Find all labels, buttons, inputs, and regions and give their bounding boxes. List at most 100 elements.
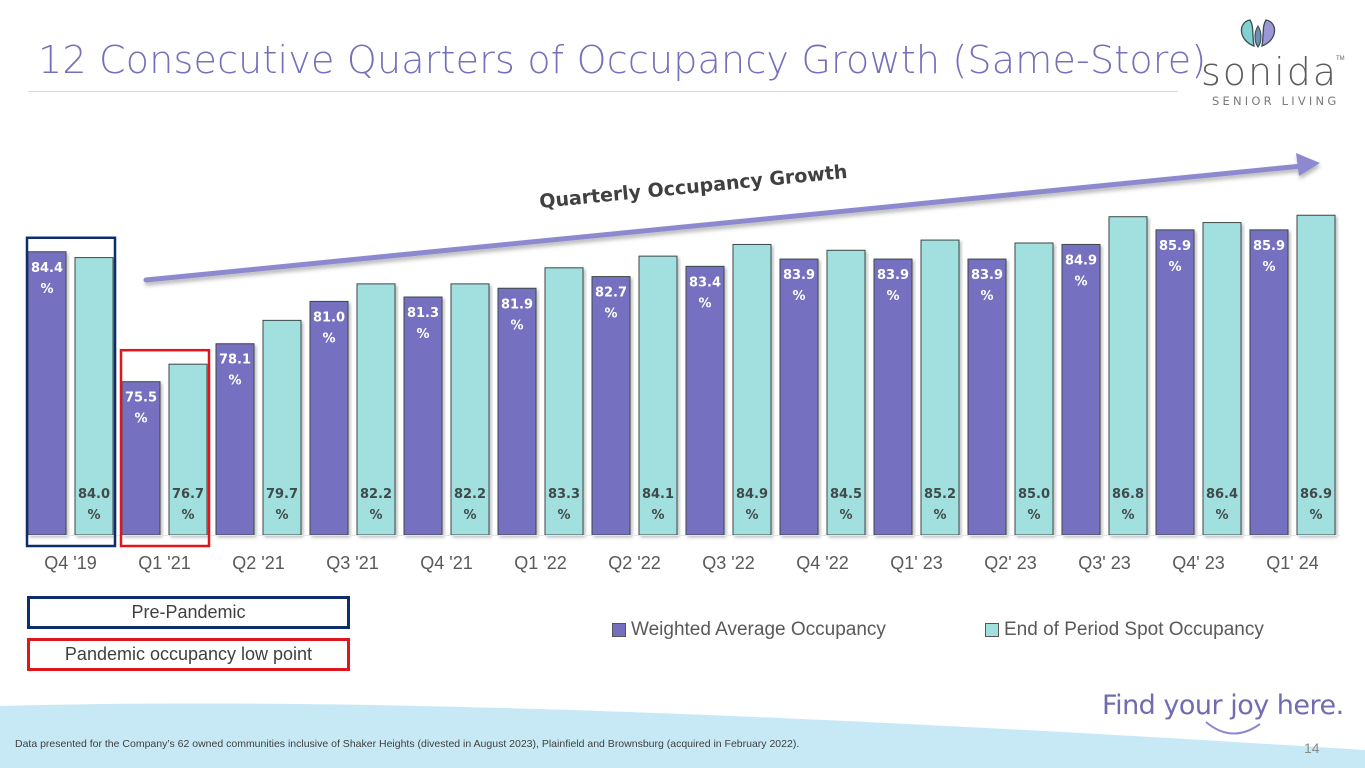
data-label-unit: % (463, 508, 476, 523)
bar-weighted-average (967, 258, 1007, 536)
x-tick-label: Q3' 23 (1078, 553, 1130, 573)
data-label-value: 83.3 (548, 487, 580, 502)
data-label-unit: % (1027, 508, 1040, 523)
data-label-unit: % (839, 508, 852, 523)
logo-subtitle: SENIOR LIVING (1212, 94, 1340, 108)
bar-weighted-average (309, 300, 349, 536)
legend-item-spot: End of Period Spot Occupancy (985, 619, 1264, 641)
bar-spot-occupancy (826, 249, 866, 536)
growth-annotation: Quarterly Occupancy Growth (538, 161, 848, 213)
bar-layer: 84.4% 84.0% 75.5% 76.7% 78.1% 79.7% 81.0% 82.2%… (27, 214, 1336, 536)
legend-label-spot: End of Period Spot Occupancy (1004, 619, 1264, 640)
bar-spot-occupancy (168, 363, 208, 536)
data-label-unit: % (228, 374, 241, 389)
data-label-value: 86.9 (1300, 487, 1332, 502)
data-label-value: 75.5 (125, 391, 157, 406)
data-label-unit: % (1121, 508, 1134, 523)
bar-weighted-average (779, 258, 819, 536)
x-tick-label: Q1 '21 (138, 553, 190, 573)
data-label-value: 82.2 (360, 487, 392, 502)
bar-spot-occupancy (732, 243, 772, 536)
data-label-unit: % (134, 412, 147, 427)
data-label-unit: % (980, 289, 993, 304)
x-tick-label: Q1' 23 (890, 553, 942, 573)
x-tick-label: Q1 '22 (514, 553, 566, 573)
legend-swatch-weighted (612, 623, 626, 637)
data-label-unit: % (745, 508, 758, 523)
bar-weighted-average (1155, 229, 1195, 536)
bar-spot-occupancy (356, 283, 396, 536)
data-label-unit: % (369, 508, 382, 523)
data-label-unit: % (1074, 274, 1087, 289)
tagline: Find your joy here. (1102, 690, 1344, 721)
x-tick-label: Q1' 24 (1266, 553, 1318, 573)
bar-weighted-average (873, 258, 913, 536)
data-label-unit: % (87, 508, 100, 523)
data-label-unit: % (1168, 260, 1181, 275)
data-label-value: 83.9 (971, 268, 1003, 283)
bar-spot-occupancy (450, 283, 490, 536)
data-label-unit: % (1309, 508, 1322, 523)
data-label-value: 83.9 (877, 268, 909, 283)
x-tick-label: Q3 '22 (702, 553, 754, 573)
x-tick-label: Q4 '22 (796, 553, 848, 573)
bar-spot-occupancy (1296, 214, 1336, 536)
data-label-unit: % (886, 289, 899, 304)
x-tick-label: Q4 '21 (420, 553, 472, 573)
callout-pre-pandemic: Pre-Pandemic (27, 596, 350, 629)
data-label-value: 82.7 (595, 286, 627, 301)
butterfly-icon (1240, 19, 1276, 48)
bar-weighted-average (1249, 229, 1289, 536)
data-label-unit: % (416, 327, 429, 342)
data-label-value: 84.5 (830, 487, 862, 502)
smile-icon (1205, 721, 1261, 735)
data-label-value: 85.9 (1253, 239, 1285, 254)
data-label-value: 85.2 (924, 487, 956, 502)
data-label-value: 81.0 (313, 310, 345, 325)
x-tick-label: Q3 '21 (326, 553, 378, 573)
bar-weighted-average (215, 343, 255, 536)
x-tick-label: Q4' 23 (1172, 553, 1224, 573)
data-label-value: 84.9 (1065, 253, 1097, 268)
data-label-value: 76.7 (172, 487, 204, 502)
highlight-box (119, 348, 211, 548)
growth-arrow (143, 153, 1320, 283)
data-label-value: 86.4 (1206, 487, 1238, 502)
callout-pandemic-low: Pandemic occupancy low point (27, 638, 350, 671)
legend-swatch-spot (985, 623, 999, 637)
data-label-unit: % (698, 296, 711, 311)
data-label-value: 84.0 (78, 487, 110, 502)
page-number: 14 (1304, 740, 1320, 756)
title-divider (28, 91, 1178, 92)
data-label-unit: % (792, 289, 805, 304)
bar-weighted-average (497, 287, 537, 536)
data-label-value: 83.4 (689, 275, 721, 290)
data-label-unit: % (40, 282, 53, 297)
data-label-unit: % (181, 508, 194, 523)
data-label-value: 84.9 (736, 487, 768, 502)
data-label-unit: % (1215, 508, 1228, 523)
highlight-box (25, 236, 117, 548)
legend-item-weighted: Weighted Average Occupancy (612, 619, 886, 641)
x-tick-label: Q4 '19 (44, 553, 96, 573)
data-label-value: 81.9 (501, 297, 533, 312)
data-label-value: 78.1 (219, 353, 251, 368)
bar-weighted-average (591, 276, 631, 536)
sonida-logo: sonida TM SENIOR LIVING (1198, 14, 1358, 108)
bar-spot-occupancy (920, 239, 960, 536)
data-label-value: 79.7 (266, 487, 298, 502)
data-label-unit: % (1262, 260, 1275, 275)
bar-spot-occupancy (1108, 216, 1148, 536)
bar-weighted-average (403, 296, 443, 536)
data-label-value: 84.4 (31, 261, 63, 276)
bar-spot-occupancy (1202, 222, 1242, 536)
legend-label-weighted: Weighted Average Occupancy (631, 619, 886, 640)
bar-spot-occupancy (262, 319, 302, 536)
bar-spot-occupancy (1014, 242, 1054, 536)
data-label-unit: % (275, 508, 288, 523)
x-axis-labels: Q4 '19 Q1 '21 Q2 '21 Q3 '21 Q4 '21 Q1 '22 Q2 '… (44, 553, 1318, 573)
data-label-unit: % (510, 318, 523, 333)
data-label-value: 82.2 (454, 487, 486, 502)
occupancy-chart: Quarterly Occupancy Growth 84.4% 84.0% 75.… (25, 153, 1340, 573)
bar-spot-occupancy (638, 255, 678, 536)
